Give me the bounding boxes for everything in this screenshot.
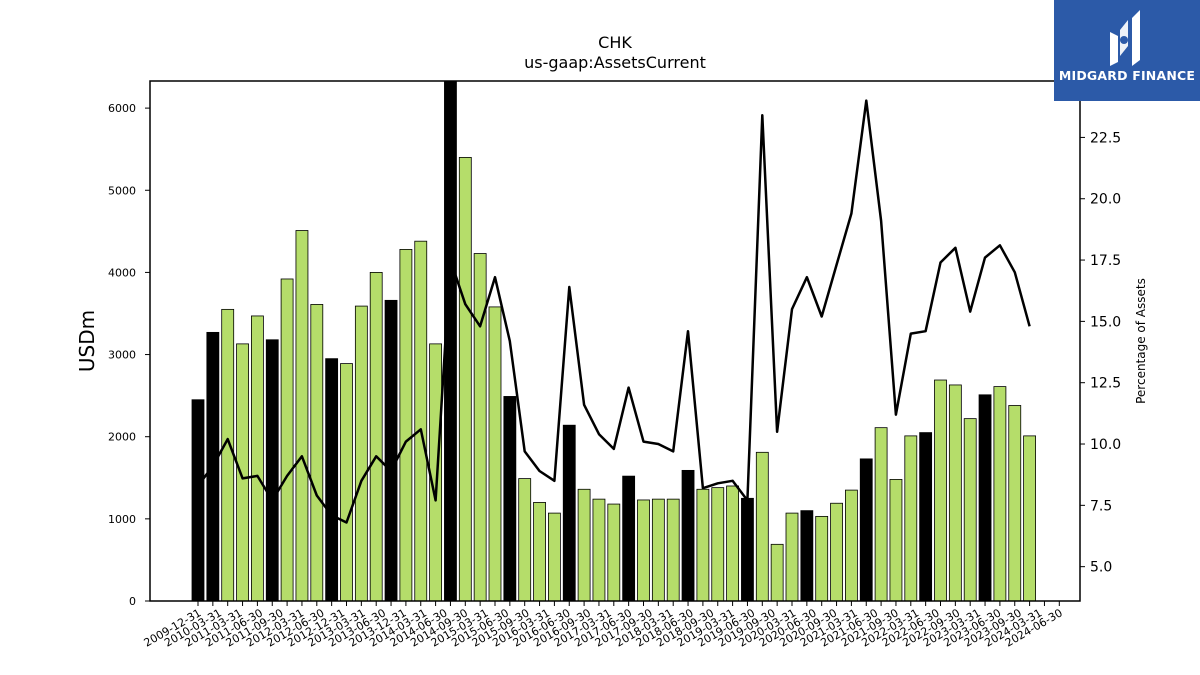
x-axis: 2009-12-312010-03-312011-03-312011-06-30… — [142, 601, 1065, 650]
y-tick-label: 0 — [129, 595, 136, 608]
bar — [934, 379, 947, 602]
bar — [518, 478, 532, 602]
bar — [859, 458, 873, 602]
bar — [265, 339, 279, 602]
bar — [354, 305, 368, 602]
bar — [548, 512, 561, 602]
bar — [1008, 405, 1022, 602]
y-tick-label: 1000 — [108, 513, 136, 526]
bar — [250, 315, 264, 602]
y-tick-label: 2000 — [108, 431, 136, 444]
bar — [845, 489, 858, 602]
bar — [399, 249, 413, 602]
y2-tick-label: 22.5 — [1090, 130, 1121, 146]
bar — [711, 487, 725, 602]
bar — [488, 306, 502, 602]
bar — [741, 497, 754, 602]
bar — [800, 510, 814, 602]
line-series — [197, 99, 1031, 524]
bar — [592, 498, 606, 602]
bar — [874, 427, 888, 602]
bar — [978, 394, 992, 602]
bar — [830, 502, 843, 602]
bar — [384, 299, 398, 602]
y2-tick-label: 7.5 — [1090, 498, 1112, 514]
chart-subtitle: us-gaap:AssetsCurrent — [524, 53, 706, 72]
bar — [191, 399, 205, 602]
y-tick-label: 6000 — [108, 102, 136, 115]
bar — [221, 308, 235, 602]
bar — [310, 304, 324, 602]
y2-tick-label: 20.0 — [1090, 192, 1121, 208]
bar — [562, 424, 576, 602]
y2-tick-label: 17.5 — [1090, 253, 1121, 269]
bar — [651, 498, 665, 602]
bar — [1023, 435, 1036, 602]
y2-tick-label: 15.0 — [1090, 314, 1121, 330]
bar — [726, 485, 739, 602]
y2-tick-label: 12.5 — [1090, 376, 1121, 392]
bar — [473, 253, 487, 602]
bar — [533, 502, 546, 602]
y-axis-label: USDm — [75, 310, 99, 372]
bar — [919, 432, 933, 602]
brand-name: MIDGARD FINANCE — [1058, 68, 1196, 83]
bar — [696, 488, 710, 602]
bar — [622, 475, 636, 602]
y-axis: 0 1000 2000 3000 4000 5000 6000 — [108, 102, 150, 608]
plot-area-frame — [149, 80, 1081, 602]
bar — [607, 503, 621, 602]
bar — [637, 499, 650, 602]
bar — [577, 488, 591, 602]
percentage-line — [197, 99, 1031, 524]
bar — [963, 418, 977, 602]
bar — [429, 343, 443, 602]
bar — [666, 498, 680, 602]
bar — [755, 451, 769, 602]
bar — [280, 278, 294, 602]
brand-logo: MIDGARD FINANCE — [1054, 0, 1200, 101]
bar — [236, 343, 249, 602]
y2-tick-label: 5.0 — [1090, 560, 1112, 576]
bar — [889, 479, 903, 602]
bar — [414, 240, 428, 602]
bar — [458, 156, 472, 602]
y-tick-label: 5000 — [108, 184, 136, 197]
y2-axis-label: Percentage of Assets — [1134, 278, 1148, 404]
bar — [369, 272, 383, 602]
y2-tick-label: 10.0 — [1090, 437, 1121, 453]
y-tick-label: 4000 — [108, 266, 136, 279]
y-tick-label: 3000 — [108, 349, 136, 362]
chart-title: CHK — [598, 33, 632, 52]
y2-axis: 5.0 7.5 10.0 12.5 15.0 17.5 20.0 22.5 — [1080, 130, 1121, 576]
bar — [770, 543, 784, 602]
bar — [295, 230, 309, 602]
bar — [785, 512, 799, 602]
bar — [904, 435, 918, 602]
bar — [325, 358, 339, 602]
bar — [948, 384, 962, 602]
bar — [503, 396, 517, 602]
bar — [993, 386, 1007, 602]
bar — [681, 469, 695, 602]
logo-mark-icon — [1110, 10, 1140, 66]
bar — [815, 515, 829, 602]
bar — [340, 363, 353, 602]
